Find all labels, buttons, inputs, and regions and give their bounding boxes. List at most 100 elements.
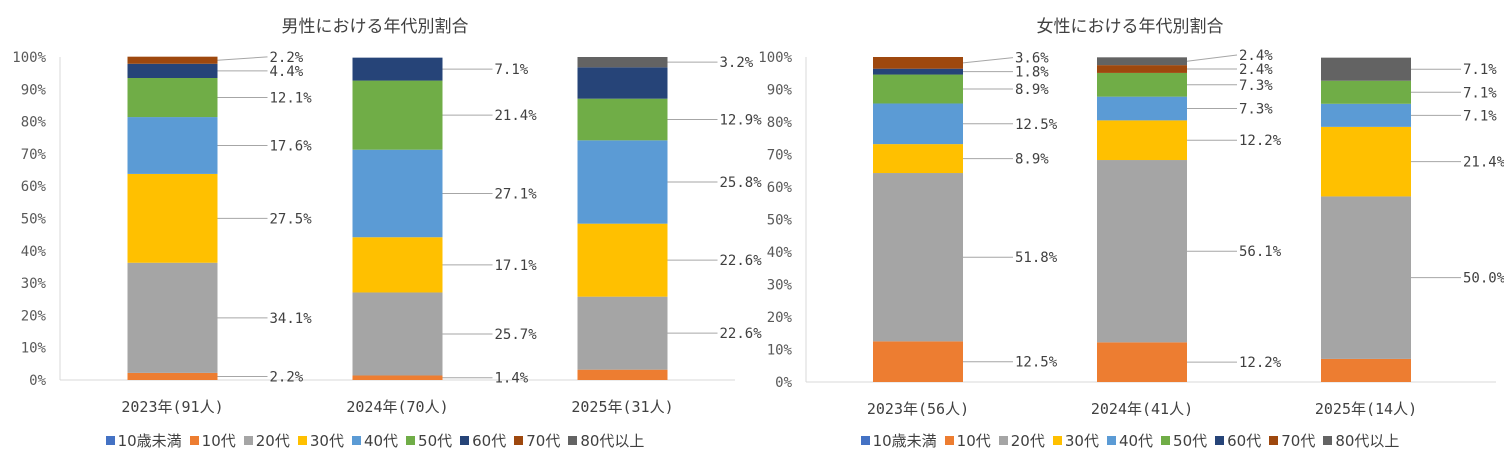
legend-label: 70代 (1281, 432, 1316, 450)
legend-item: 10代 (189, 430, 236, 451)
bar-segment (1321, 126, 1411, 197)
female-chart-panel: 女性における年代別割合 0% 10% 20% 30% 40% 50% 60% 70% 80% 90… (756, 0, 1504, 467)
data-label: 8.9% (1015, 152, 1049, 168)
bar-segment (127, 173, 218, 263)
bar-segment (577, 57, 668, 68)
legend-item: 70代 (1269, 430, 1315, 451)
data-label: 21.4% (1463, 155, 1504, 171)
bar-segment (873, 144, 963, 174)
legend-swatch (1215, 436, 1225, 445)
legend-label: 10代 (201, 432, 236, 450)
data-label: 7.1% (1463, 62, 1497, 78)
y-tick-label: 10% (21, 341, 47, 357)
x-category-label: 2024年(70人) (346, 398, 448, 416)
y-tick-label: 0% (775, 375, 792, 391)
bar-segment (1321, 358, 1411, 382)
legend-label: 40代 (1118, 432, 1154, 450)
y-tick-label: 40% (21, 244, 47, 260)
chart-title: 男性における年代別割合 (281, 17, 469, 37)
bar-segment (577, 140, 668, 224)
bar-segment (127, 56, 218, 64)
data-label: 2.2% (270, 50, 304, 66)
legend-label: 40代 (363, 432, 399, 450)
x-category-label: 2025年(14人) (1315, 400, 1417, 418)
y-tick-label: 10% (767, 343, 793, 359)
legend-label: 70代 (526, 432, 561, 450)
y-tick-label: 70% (767, 148, 793, 164)
bar-segment (127, 77, 218, 118)
bar-segment (873, 68, 963, 75)
bar-segment (1097, 96, 1187, 121)
legend-item: 10代 (944, 430, 991, 451)
data-label: 17.1% (495, 258, 538, 274)
y-tick-label: 80% (767, 115, 793, 131)
data-label-leader (962, 57, 1014, 64)
data-label: 12.2% (1239, 133, 1282, 149)
legend-swatch (1323, 436, 1333, 445)
data-label: 7.1% (1463, 108, 1497, 124)
legend-item: 30代 (297, 430, 344, 451)
data-label: 12.2% (1239, 355, 1282, 371)
bar-segment (127, 262, 218, 373)
bar-segment (127, 117, 218, 174)
bar-segment (352, 149, 443, 238)
legend-label: 20代 (1010, 432, 1045, 450)
data-label-leader (217, 56, 268, 61)
x-category-label: 2023年(91人) (121, 398, 223, 416)
legend-label: 60代 (472, 432, 507, 450)
legend-item: 20代 (998, 430, 1045, 451)
legend-label: 50代 (1173, 432, 1208, 450)
legend-label: 60代 (1227, 432, 1262, 450)
bar-segment (577, 98, 668, 141)
bar-segment (1097, 120, 1187, 161)
bar-segment (873, 341, 963, 382)
data-label: 7.3% (1239, 78, 1273, 94)
chart-legend: 10歳未満 10代 20代 30代 40代 50代 60代 70代 80代以上 (756, 430, 1504, 451)
data-label: 1.8% (1015, 65, 1049, 81)
bar-segment (1097, 57, 1187, 66)
legend-label: 30代 (309, 432, 344, 450)
legend-item: 40代 (351, 430, 399, 451)
bar-segment (873, 74, 963, 104)
bar-segment (1097, 65, 1187, 73)
bar-segment (577, 223, 668, 297)
legend-swatch (1269, 436, 1279, 445)
legend-swatch (105, 436, 115, 445)
data-label: 4.4% (270, 64, 304, 80)
legend-item: 50代 (406, 430, 452, 451)
data-label: 12.5% (1015, 117, 1058, 133)
male-chart-panel: 男性における年代別割合 0% 10% 20% 30% 40% 50% 60% 70% 80% 90… (0, 0, 762, 467)
legend-item: 10歳未満 (860, 430, 937, 451)
legend-label: 10歳未満 (117, 432, 182, 450)
chart-legend: 10歳未満 10代 20代 30代 40代 50代 60代 70代 80代以上 (0, 430, 750, 451)
legend-label: 10歳未満 (872, 432, 937, 450)
y-tick-label: 60% (21, 179, 47, 195)
legend-swatch (998, 436, 1008, 445)
y-tick-label: 70% (21, 147, 47, 163)
bar-segment (1097, 72, 1187, 97)
legend-swatch (351, 436, 361, 445)
legend-swatch (243, 436, 253, 445)
y-tick-label: 100% (12, 50, 46, 66)
y-tick-label: 50% (21, 212, 47, 228)
y-tick-label: 60% (767, 180, 793, 196)
bar-segment (352, 375, 443, 380)
y-tick-label: 30% (767, 278, 793, 294)
bar-segment (1321, 196, 1411, 359)
bar-segment (1097, 342, 1187, 382)
bar-segment (1097, 160, 1187, 343)
data-label-leader (1186, 54, 1238, 62)
legend-item: 50代 (1161, 430, 1207, 451)
legend-item: 60代 (460, 430, 506, 451)
bar-segment (352, 57, 443, 81)
legend-label: 50代 (418, 432, 453, 450)
legend-swatch (568, 436, 578, 445)
data-label: 8.9% (1015, 82, 1049, 98)
y-tick-label: 90% (21, 82, 47, 98)
bar-segment (352, 237, 443, 293)
data-label: 1.4% (495, 371, 529, 387)
legend-item: 80代以上 (568, 430, 644, 451)
data-label: 22.6% (720, 253, 763, 269)
legend-swatch (944, 436, 954, 445)
data-label: 27.5% (270, 211, 313, 227)
